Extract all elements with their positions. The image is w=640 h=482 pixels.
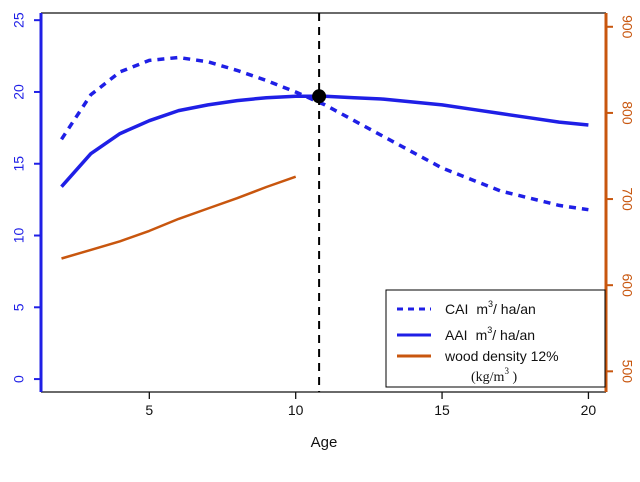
aai-series-line <box>60 94 589 188</box>
x-tick-label: 15 <box>434 402 450 418</box>
legend: CAI m3/ ha/an AAI m3/ ha/an wood density 1… <box>385 289 606 388</box>
left-tick-label: 0 <box>11 375 27 383</box>
right-tick-label: 600 <box>619 274 635 298</box>
left-axis-ticks: 0 5 10 15 20 25 <box>11 12 41 383</box>
left-tick-label: 10 <box>11 228 27 244</box>
legend-unit-density: (kg/m <box>471 370 505 385</box>
legend-box <box>385 289 606 388</box>
legend-item-cai: CAI m3/ ha/an <box>397 299 536 317</box>
cai-series-line <box>60 55 589 212</box>
x-axis-ticks: 5 10 15 20 <box>145 392 596 418</box>
right-tick-label: 700 <box>619 187 635 211</box>
right-tick-label: 800 <box>619 101 635 125</box>
left-tick-label: 20 <box>11 84 27 100</box>
left-tick-label: 15 <box>11 156 27 172</box>
series-layer <box>60 55 589 260</box>
legend-label-cai: CAI <box>445 301 468 317</box>
x-axis-label: Age <box>311 434 338 451</box>
legend-item-density: wood density 12% (kg/m3 ) <box>397 348 559 385</box>
legend-unit-rest-density: ) <box>509 370 518 385</box>
legend-label-aai: AAI <box>445 327 468 343</box>
legend-unit-sup-density: 3 <box>504 366 509 376</box>
intersection-marker <box>312 89 327 104</box>
legend-unit-aai: m <box>476 327 488 343</box>
right-axis-ticks: 500 600 700 800 900 <box>606 15 635 383</box>
right-tick-label: 900 <box>619 15 635 39</box>
legend-item-aai: AAI m3/ ha/an <box>397 325 535 343</box>
legend-unit-sup-cai: 3 <box>488 299 493 309</box>
legend-unit-rest-cai: / ha/an <box>493 301 536 317</box>
plot-frame <box>41 12 606 393</box>
density-series-line <box>61 175 297 260</box>
right-tick-label: 500 <box>619 360 635 384</box>
legend-unit-cai: m <box>476 301 488 317</box>
left-tick-label: 5 <box>11 303 27 311</box>
svg-text:(kg/m3 ): (kg/m3 ) <box>471 366 517 385</box>
x-tick-label: 20 <box>581 402 597 418</box>
x-tick-label: 5 <box>145 402 153 418</box>
legend-label-density: wood density 12% <box>444 348 559 364</box>
x-tick-label: 10 <box>288 402 304 418</box>
legend-unit-rest-aai: / ha/an <box>492 327 535 343</box>
left-tick-label: 25 <box>11 12 27 28</box>
legend-unit-sup-aai: 3 <box>487 325 492 335</box>
